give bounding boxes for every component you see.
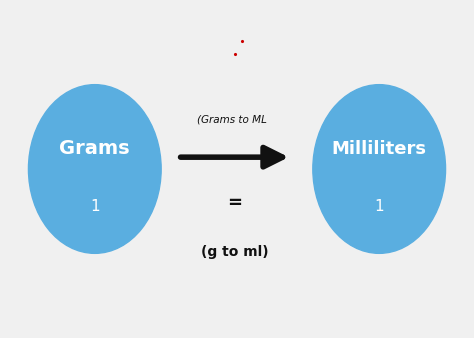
Ellipse shape (28, 84, 161, 254)
Text: Grams: Grams (60, 139, 130, 158)
Text: 1: 1 (90, 199, 100, 214)
Text: 1: 1 (374, 199, 384, 214)
Ellipse shape (313, 84, 446, 254)
Text: (Grams to ML: (Grams to ML (197, 115, 267, 125)
Text: =: = (227, 194, 242, 212)
Text: (g to ml): (g to ml) (201, 245, 268, 259)
Text: Milliliters: Milliliters (332, 140, 427, 158)
